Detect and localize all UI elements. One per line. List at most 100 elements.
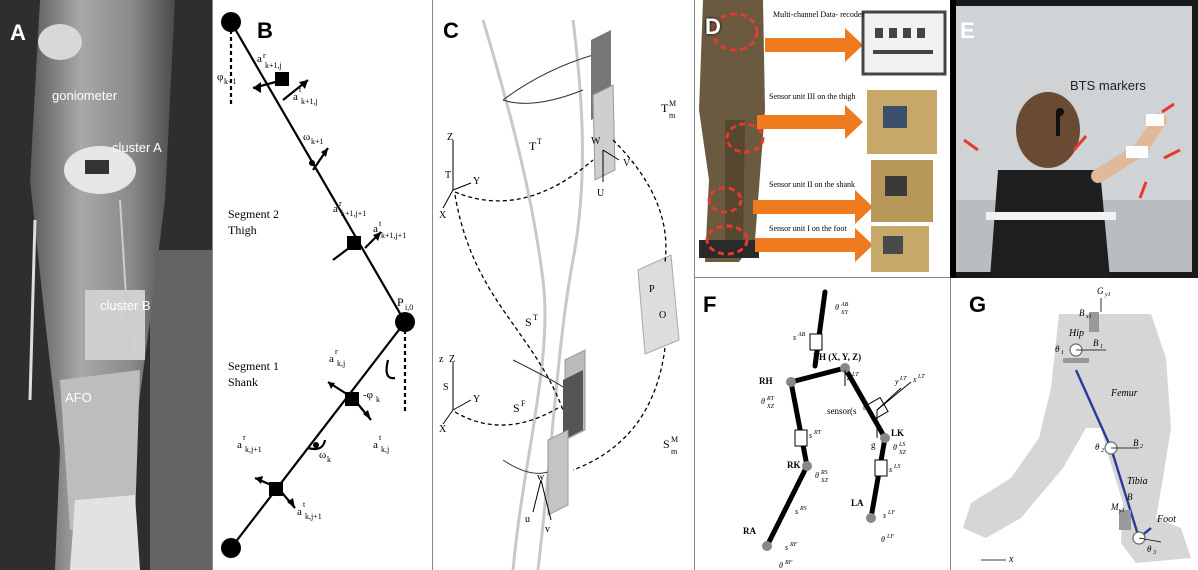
svg-text:3: 3: [1152, 550, 1156, 556]
svg-text:T: T: [529, 139, 537, 153]
hip-label: Hip: [1068, 328, 1084, 339]
svg-text:P: P: [649, 284, 655, 295]
joint-point: [395, 312, 415, 332]
svg-text:S: S: [525, 315, 532, 329]
svg-text:r: r: [243, 433, 246, 442]
arrow-foot: [755, 228, 873, 262]
svg-text:k+1,j+1: k+1,j+1: [341, 209, 366, 218]
foot-marker: [705, 224, 749, 256]
panel-b-diagram: a rk+1,j atk+1,j φ k+1 ω k+1 a rk+1,j+1 a tk+…: [217, 12, 415, 558]
panel-b-letter: B: [257, 18, 273, 43]
svg-text:G: G: [1097, 286, 1104, 296]
panel-e-photo: [950, 0, 1192, 278]
segment1-name: Shank: [228, 375, 258, 389]
svg-text:AB: AB: [797, 332, 806, 338]
svg-text:x: x: [912, 375, 917, 384]
svg-text:θ: θ: [893, 443, 897, 452]
svg-text:RT: RT: [766, 396, 775, 402]
svg-text:a: a: [329, 353, 334, 365]
svg-text:T: T: [445, 170, 451, 181]
panel-d-photo: [695, 0, 950, 277]
svg-text:T: T: [661, 101, 669, 115]
panel-f-letter: F: [703, 292, 717, 317]
panel-g-letter: G: [969, 292, 987, 317]
rk-label: RK: [787, 460, 801, 470]
svg-text:LT: LT: [917, 374, 925, 380]
svg-text:O: O: [659, 310, 666, 321]
rh-label: RH: [759, 376, 773, 386]
svg-text:XZ: XZ: [820, 478, 829, 484]
svg-text:W: W: [591, 136, 601, 147]
svg-text:a: a: [373, 223, 378, 235]
svg-text:r: r: [335, 347, 338, 356]
shank-marker: [707, 186, 743, 214]
svg-text:θ: θ: [1095, 442, 1100, 452]
sensor-node-k: [345, 392, 359, 406]
panel-d-letter: D: [705, 14, 721, 39]
sensor-node-k1: [275, 72, 289, 86]
svg-text:s: s: [793, 333, 796, 342]
svg-text:r: r: [263, 51, 266, 60]
svg-text:LF: LF: [887, 510, 895, 516]
bts-markers-label: BTS markers: [1070, 78, 1146, 93]
panel-a-photo: [0, 0, 212, 570]
recorder-marker: [711, 12, 759, 52]
svg-text:X: X: [439, 424, 447, 435]
marker-arrow-5: [1138, 181, 1148, 199]
svg-text:y1: y1: [1118, 508, 1125, 514]
svg-text:v: v: [545, 524, 550, 535]
svg-text:M: M: [1110, 502, 1119, 512]
svg-text:T: T: [537, 137, 542, 146]
afo-label: AFO: [65, 390, 92, 405]
panel-e: E BTS markers: [950, 0, 1198, 278]
svg-text:y1: y1: [1104, 292, 1111, 298]
marker-arrow-2: [1072, 135, 1088, 151]
svg-text:B: B: [1133, 438, 1139, 448]
mass-foot: [1119, 510, 1131, 530]
goniometer-label: goniometer: [52, 88, 118, 103]
svg-text:ω: ω: [303, 131, 310, 143]
arrow-recorder: [765, 28, 863, 62]
joint-label-sub: i,0: [405, 303, 413, 312]
svg-text:ω: ω: [319, 449, 326, 461]
panel-d: D Multi-channel Data- recoder Sensor uni…: [694, 0, 950, 278]
svg-text:S: S: [663, 437, 670, 451]
svg-text:z: z: [846, 373, 851, 382]
svg-text:s: s: [795, 507, 798, 516]
svg-text:z: z: [439, 354, 444, 365]
cluster-b-label: cluster B: [100, 298, 151, 313]
svg-text:AB: AB: [840, 302, 849, 308]
svg-text:Y: Y: [473, 394, 480, 405]
svg-text:k+1,j+1: k+1,j+1: [381, 231, 406, 240]
tibia-label: Tibia: [1127, 476, 1148, 487]
svg-text:X: X: [439, 210, 447, 221]
ra-label: RA: [743, 526, 756, 536]
svg-text:LT: LT: [851, 372, 859, 378]
joint-lh: [840, 363, 850, 373]
svg-text:θ: θ: [835, 303, 839, 312]
svg-text:S: S: [513, 401, 520, 415]
svg-text:B: B: [1093, 338, 1099, 348]
svg-text:x1: x1: [1085, 314, 1092, 320]
cluster-a-label: cluster A: [112, 140, 162, 155]
marker-arrow-4: [1161, 102, 1175, 114]
lh-label: LH (X, Y, Z): [813, 352, 861, 362]
panel-e-letter: E: [960, 18, 975, 43]
svg-text:RF: RF: [789, 542, 798, 548]
gravity-label: g: [871, 440, 876, 450]
svg-text:F: F: [521, 399, 526, 408]
svg-text:XZ: XZ: [766, 404, 775, 410]
svg-text:2: 2: [1101, 448, 1104, 454]
data-recorder-image: [861, 10, 947, 76]
panel-a-letter: A: [10, 20, 26, 45]
subject-hair: [1016, 92, 1080, 168]
svg-text:θ: θ: [815, 471, 819, 480]
svg-text:M: M: [671, 435, 678, 444]
arrow-thigh: [757, 105, 863, 139]
svg-text:1: 1: [1061, 350, 1064, 356]
svg-text:XZ: XZ: [898, 450, 907, 456]
svg-text:B: B: [1127, 492, 1133, 502]
